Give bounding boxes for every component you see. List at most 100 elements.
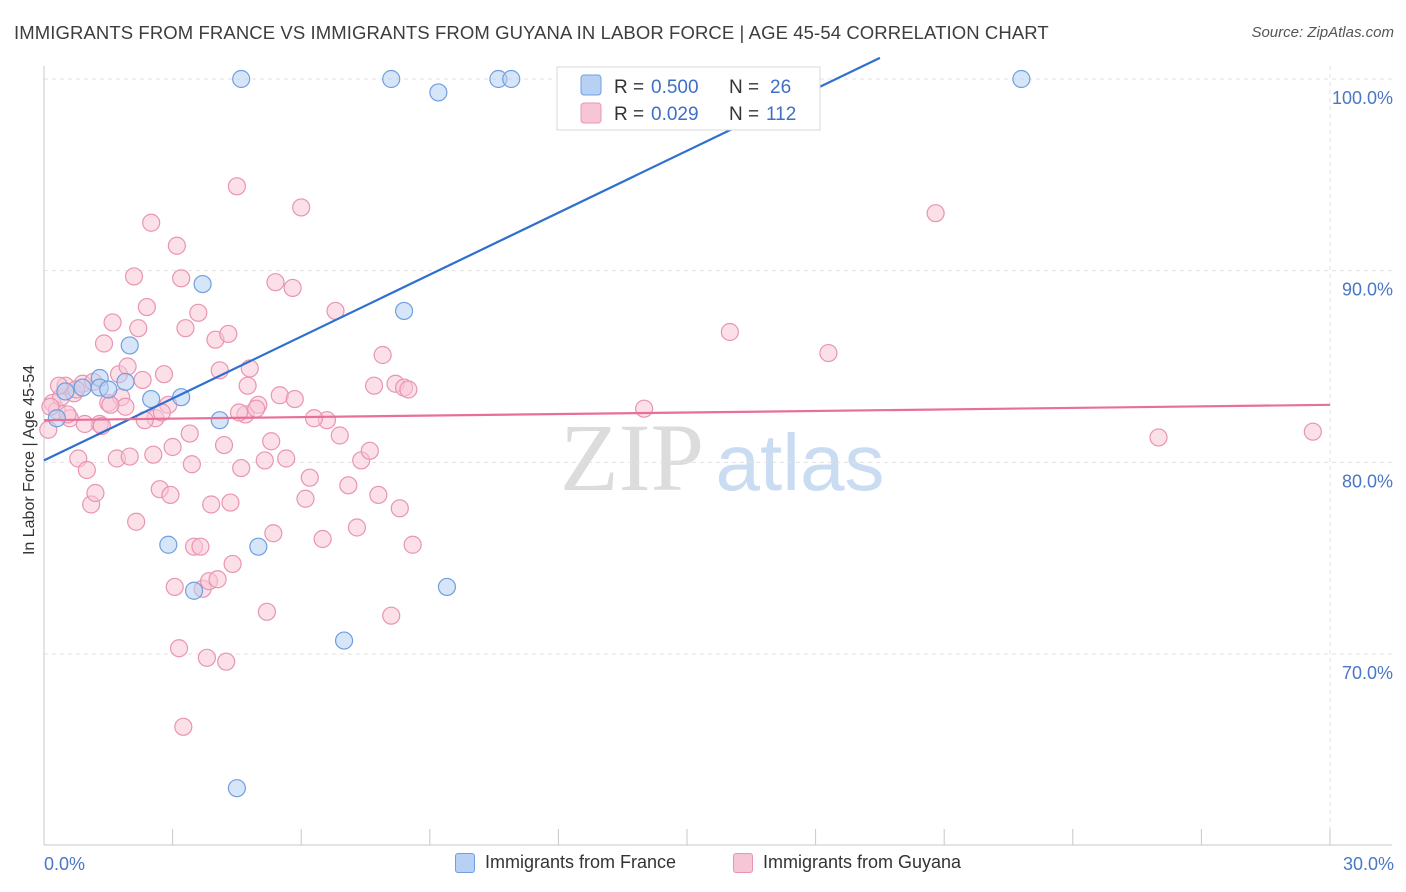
guyana-point — [189, 303, 208, 322]
guyana-point — [262, 432, 281, 451]
guyana-point — [347, 518, 367, 537]
guyana-point — [163, 437, 182, 457]
guyana-point — [277, 449, 296, 468]
guyana-point — [101, 395, 120, 414]
france-point — [334, 631, 354, 650]
france-point — [227, 779, 246, 798]
guyana-point — [283, 278, 302, 298]
guyana-point — [214, 435, 234, 455]
guyana-point — [270, 386, 289, 405]
guyana-point — [116, 397, 135, 416]
guyana-point — [373, 345, 392, 365]
france-point — [382, 69, 401, 89]
guyana-point — [154, 365, 174, 384]
guyana-point — [330, 426, 349, 445]
guyana-points — [39, 177, 1322, 736]
guyana-point — [103, 313, 122, 332]
guyana-point — [172, 269, 191, 288]
guyana-point — [77, 460, 96, 480]
y-tick-label-100: 100.0% — [1332, 88, 1393, 108]
guyana-point — [144, 445, 163, 464]
guyana-point — [819, 343, 838, 363]
guyana-point — [174, 717, 193, 736]
guyana-point — [364, 376, 384, 395]
source-label: Source: ZipAtlas.com — [1251, 24, 1394, 41]
guyana-point — [926, 204, 945, 223]
guyana-point — [142, 213, 161, 232]
guyana-point — [197, 648, 216, 667]
guyana-point — [227, 177, 246, 196]
y-axis-label: In Labor Force | Age 45-54 — [21, 365, 38, 555]
france-point — [429, 83, 448, 102]
legend-r-value-guyana: 0.029 — [651, 104, 699, 125]
y-tick-label-70: 70.0% — [1342, 663, 1393, 683]
guyana-point — [304, 409, 324, 428]
guyana-point — [255, 451, 274, 470]
bottom-legend: Immigrants from France Immigrants from G… — [0, 850, 1406, 880]
bottom-legend-item-france: Immigrants from France — [455, 852, 676, 873]
guyana-point — [75, 414, 94, 434]
france-point — [232, 69, 251, 89]
france-point — [437, 577, 457, 597]
bottom-legend-swatch-france — [455, 852, 475, 873]
france-point — [47, 409, 66, 428]
guyana-point — [86, 483, 105, 503]
legend-r-label-guyana: R = — [614, 104, 644, 125]
legend-r-value-france: 0.500 — [651, 77, 699, 98]
guyana-point — [94, 334, 114, 353]
france-point — [1012, 69, 1031, 89]
chart-title: IMMIGRANTS FROM FRANCE VS IMMIGRANTS FRO… — [14, 22, 1049, 43]
y-tick-labels: 70.0% 80.0% 90.0% 100.0% — [1332, 88, 1393, 683]
guyana-point — [219, 324, 238, 344]
guyana-point — [167, 236, 186, 255]
guyana-point — [223, 554, 242, 574]
guyana-point — [257, 602, 277, 621]
x-tick-label-min: 0.0% — [44, 854, 85, 874]
bottom-legend-label-guyana: Immigrants from Guyana — [763, 852, 962, 872]
guyana-point — [285, 389, 304, 409]
guyana-point — [238, 376, 257, 395]
legend-swatch-guyana — [580, 102, 602, 124]
france-point — [56, 382, 75, 401]
x-tick-label-max: 30.0% — [1343, 854, 1394, 874]
watermark-zip: ZIP — [560, 404, 704, 511]
bottom-legend-swatch-guyana — [733, 852, 753, 873]
guyana-point — [720, 322, 739, 342]
bottom-legend-item-guyana: Immigrants from Guyana — [733, 852, 961, 873]
guyana-point — [232, 458, 251, 478]
france-point — [142, 389, 161, 409]
guyana-point — [266, 273, 285, 292]
guyana-point — [221, 493, 240, 512]
guyana-point — [635, 399, 654, 418]
guyana-point — [1149, 428, 1168, 447]
guyana-point — [296, 489, 315, 508]
guyana-point — [161, 485, 180, 505]
guyana-point — [124, 267, 144, 286]
france-point — [120, 336, 139, 355]
y-tick-label-80: 80.0% — [1342, 471, 1393, 491]
legend-r-label-france: R = — [614, 77, 644, 98]
guyana-point — [137, 297, 156, 317]
guyana-point — [120, 447, 139, 466]
france-point — [116, 372, 135, 391]
guyana-point — [208, 570, 227, 589]
guyana-point — [399, 380, 418, 399]
guyana-point — [169, 639, 189, 658]
france-point — [394, 301, 414, 321]
guyana-point — [191, 537, 210, 556]
legend-n-value-france: 26 — [770, 77, 791, 98]
france-point — [99, 380, 118, 399]
guyana-point — [129, 319, 148, 338]
guyana-point — [176, 319, 195, 338]
france-point — [193, 274, 212, 294]
france-point — [210, 411, 229, 430]
guyana-point — [360, 441, 379, 460]
legend-n-value-guyana: 112 — [766, 104, 796, 125]
y-tick-label-90: 90.0% — [1342, 280, 1393, 300]
france-point — [184, 581, 204, 600]
guyana-point — [217, 652, 236, 671]
guyana-point — [403, 535, 422, 554]
legend-n-label-france: N = — [729, 77, 759, 98]
guyana-point — [202, 495, 221, 514]
guyana-point — [300, 468, 319, 487]
